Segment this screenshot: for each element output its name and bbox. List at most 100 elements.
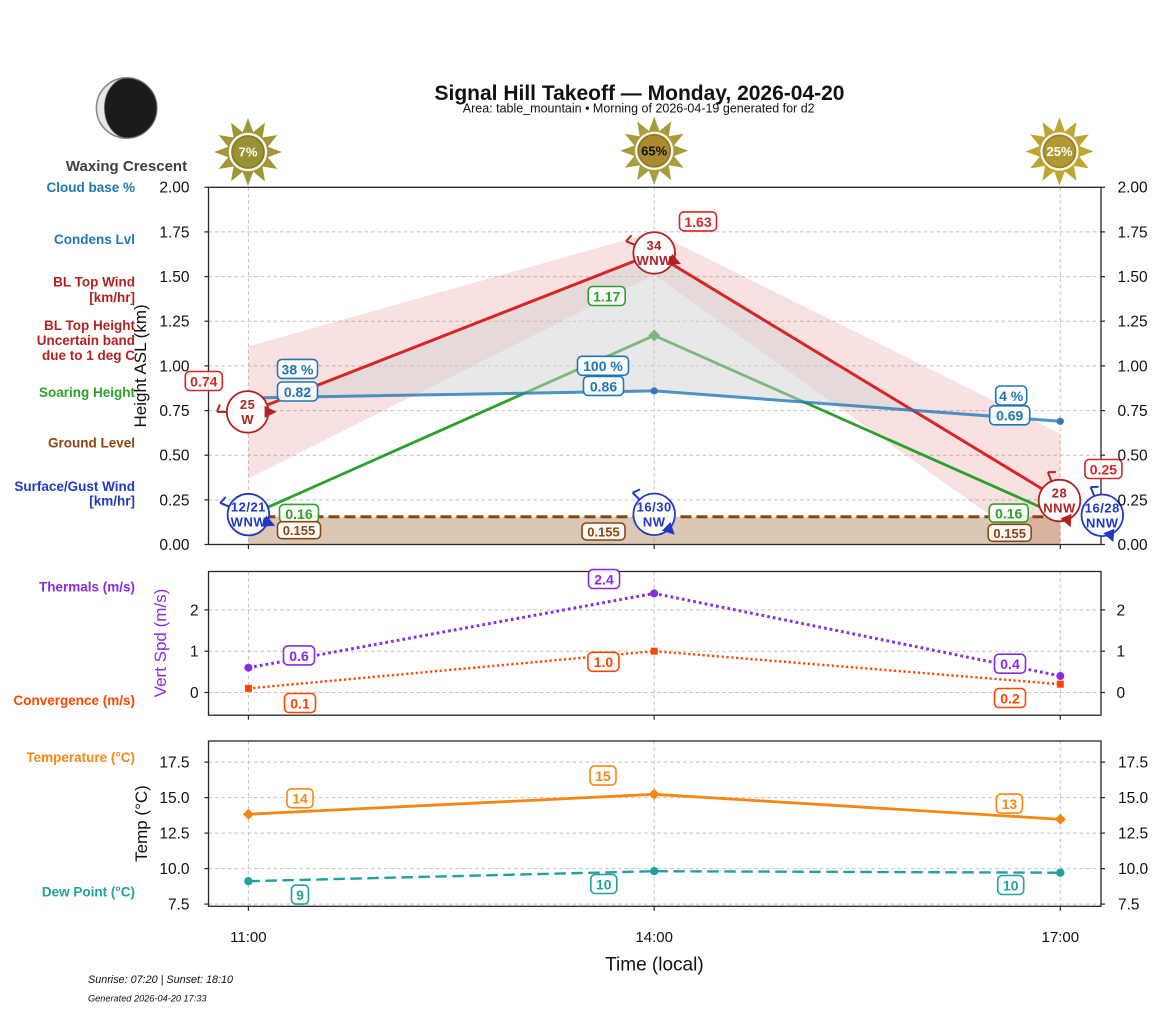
svg-text:0.16: 0.16 <box>995 506 1022 522</box>
svg-text:0.82: 0.82 <box>284 384 311 400</box>
svg-text:0.2: 0.2 <box>1000 690 1020 706</box>
svg-text:0.25: 0.25 <box>159 492 189 509</box>
svg-text:WNW: WNW <box>636 253 672 268</box>
svg-text:Uncertain band: Uncertain band <box>37 333 135 348</box>
svg-text:2.00: 2.00 <box>159 180 190 197</box>
svg-text:BL Top Height: BL Top Height <box>44 318 135 333</box>
svg-text:14:00: 14:00 <box>635 929 673 946</box>
svg-text:0: 0 <box>1117 685 1126 702</box>
svg-text:1.63: 1.63 <box>684 214 711 230</box>
svg-text:Height ASL (km): Height ASL (km) <box>131 304 150 427</box>
svg-text:WNW: WNW <box>231 515 267 530</box>
svg-text:Condens Lvl: Condens Lvl <box>54 232 135 247</box>
svg-text:11:00: 11:00 <box>230 929 266 946</box>
svg-text:BL Top Wind: BL Top Wind <box>53 275 135 290</box>
svg-text:12/21: 12/21 <box>231 500 266 515</box>
svg-text:15.0: 15.0 <box>159 790 190 807</box>
svg-text:12.5: 12.5 <box>1118 826 1148 843</box>
svg-text:0.155: 0.155 <box>283 523 316 538</box>
svg-text:0.69: 0.69 <box>996 408 1023 424</box>
svg-text:17.5: 17.5 <box>159 755 189 772</box>
svg-text:7%: 7% <box>239 145 258 160</box>
svg-text:14: 14 <box>292 791 308 807</box>
svg-text:16/28: 16/28 <box>1085 500 1120 515</box>
svg-text:7.5: 7.5 <box>168 897 190 914</box>
svg-text:25%: 25% <box>1046 144 1072 159</box>
svg-text:Vert Spd (m/s): Vert Spd (m/s) <box>151 589 170 698</box>
svg-text:NNW: NNW <box>1086 515 1119 530</box>
svg-text:Surface/Gust Wind: Surface/Gust Wind <box>14 479 135 494</box>
svg-text:0.86: 0.86 <box>590 378 617 394</box>
svg-text:0.6: 0.6 <box>289 648 309 664</box>
svg-text:10: 10 <box>596 876 612 892</box>
svg-text:[km/hr]: [km/hr] <box>89 290 135 305</box>
svg-text:Temperature (°C): Temperature (°C) <box>26 750 135 765</box>
svg-text:15.0: 15.0 <box>1118 790 1149 807</box>
svg-text:1: 1 <box>190 644 199 661</box>
svg-text:NW: NW <box>643 514 666 529</box>
svg-text:17.5: 17.5 <box>1118 755 1148 772</box>
svg-text:17:00: 17:00 <box>1042 929 1080 946</box>
svg-text:4 %: 4 % <box>999 388 1024 404</box>
svg-text:10: 10 <box>1003 877 1019 893</box>
svg-text:Dew Point (°C): Dew Point (°C) <box>42 884 135 899</box>
svg-text:100 %: 100 % <box>583 358 623 374</box>
svg-text:2: 2 <box>190 602 199 619</box>
svg-text:0.25: 0.25 <box>1090 461 1117 477</box>
svg-text:Cloud base %: Cloud base % <box>46 180 135 195</box>
svg-text:Sunrise: 07:20 | Sunset: 18:10: Sunrise: 07:20 | Sunset: 18:10 <box>88 974 233 986</box>
svg-text:1.17: 1.17 <box>593 288 620 304</box>
svg-text:9: 9 <box>296 887 304 903</box>
svg-text:1.50: 1.50 <box>159 269 190 286</box>
svg-text:Time (local): Time (local) <box>605 954 704 975</box>
svg-text:Temp (°C): Temp (°C) <box>132 785 151 862</box>
svg-text:0.16: 0.16 <box>285 506 312 522</box>
svg-text:Convergence (m/s): Convergence (m/s) <box>13 693 135 708</box>
svg-text:2.4: 2.4 <box>594 571 614 587</box>
svg-text:Thermals (m/s): Thermals (m/s) <box>39 579 135 594</box>
svg-text:NNW: NNW <box>1043 501 1076 516</box>
svg-text:Waxing Crescent: Waxing Crescent <box>66 158 187 175</box>
svg-text:0.4: 0.4 <box>1000 656 1020 672</box>
svg-text:1.25: 1.25 <box>1118 314 1148 331</box>
svg-text:0.00: 0.00 <box>159 537 190 554</box>
svg-text:13: 13 <box>1002 796 1018 812</box>
svg-text:1.25: 1.25 <box>159 314 189 331</box>
svg-text:Ground Level: Ground Level <box>48 436 135 451</box>
svg-text:10.0: 10.0 <box>1118 861 1149 878</box>
svg-text:0.75: 0.75 <box>159 403 189 420</box>
svg-text:0.1: 0.1 <box>290 695 310 711</box>
svg-text:65%: 65% <box>641 143 667 158</box>
svg-text:28: 28 <box>1052 486 1067 501</box>
svg-text:0.75: 0.75 <box>1118 403 1148 420</box>
svg-text:10.0: 10.0 <box>159 861 190 878</box>
svg-text:12.5: 12.5 <box>159 826 189 843</box>
svg-text:2: 2 <box>1117 602 1126 619</box>
svg-text:Generated 2026-04-20 17:33: Generated 2026-04-20 17:33 <box>88 994 207 1004</box>
svg-text:1.00: 1.00 <box>159 358 190 375</box>
svg-text:7.5: 7.5 <box>1118 897 1140 914</box>
svg-text:Soaring Height: Soaring Height <box>39 385 136 400</box>
svg-text:Area: table_mountain • Morning: Area: table_mountain • Morning of 2026-0… <box>463 101 815 115</box>
svg-text:1.75: 1.75 <box>159 224 189 241</box>
svg-text:2.00: 2.00 <box>1118 180 1149 197</box>
svg-text:0: 0 <box>190 685 199 702</box>
svg-text:1.75: 1.75 <box>1118 224 1148 241</box>
svg-text:16/30: 16/30 <box>637 499 672 514</box>
svg-text:0.50: 0.50 <box>1118 448 1149 465</box>
svg-text:38 %: 38 % <box>282 361 314 377</box>
svg-text:1.00: 1.00 <box>1118 358 1149 375</box>
svg-text:0.25: 0.25 <box>1118 492 1148 509</box>
svg-text:25: 25 <box>240 397 255 412</box>
svg-text:[km/hr]: [km/hr] <box>89 494 135 509</box>
svg-text:34: 34 <box>646 238 662 253</box>
svg-text:W: W <box>241 412 254 427</box>
svg-text:due to 1 deg C: due to 1 deg C <box>42 348 135 363</box>
svg-text:0.155: 0.155 <box>993 526 1026 541</box>
svg-text:15: 15 <box>595 768 611 784</box>
svg-text:0.155: 0.155 <box>587 525 620 540</box>
svg-text:1.50: 1.50 <box>1118 269 1149 286</box>
svg-text:0.00: 0.00 <box>1118 537 1149 554</box>
svg-text:1: 1 <box>1117 644 1126 661</box>
svg-text:0.50: 0.50 <box>159 448 190 465</box>
